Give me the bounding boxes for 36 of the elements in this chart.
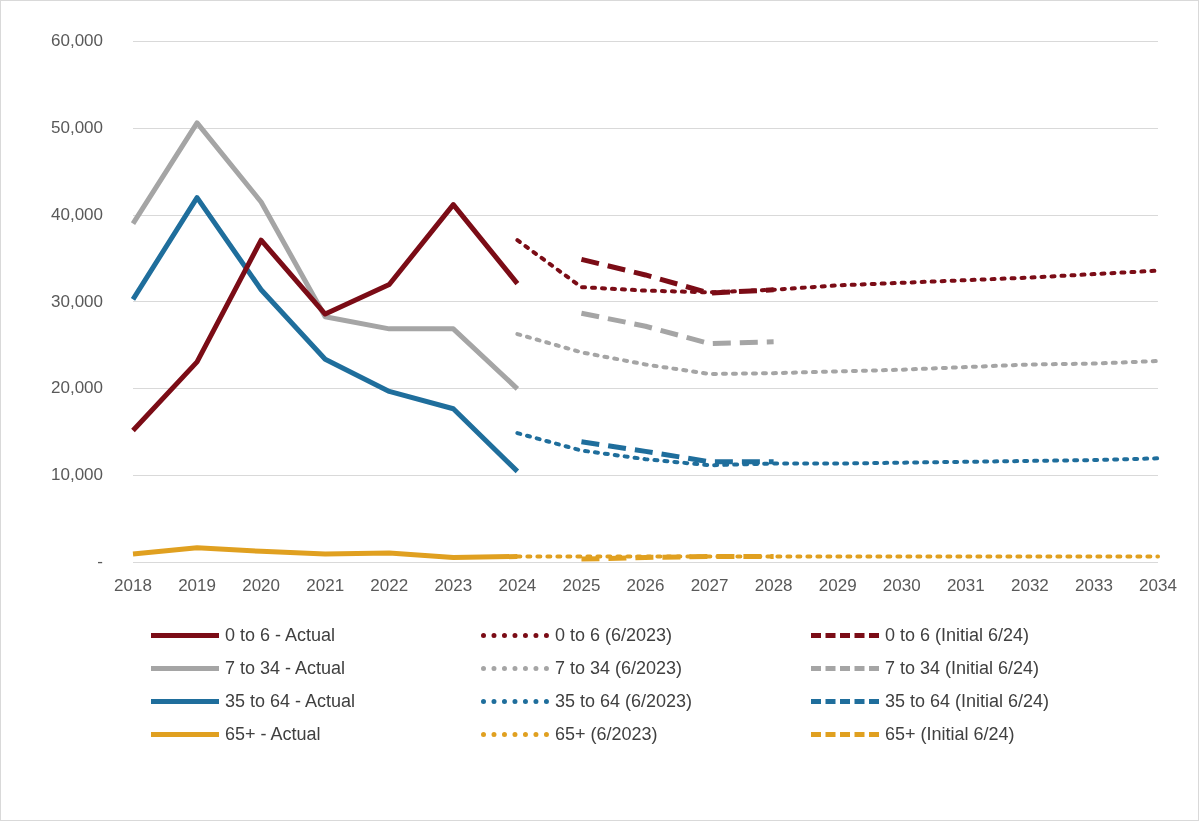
legend-label: 7 to 34 (6/2023) bbox=[555, 658, 683, 679]
x-tick-label: 2034 bbox=[1139, 576, 1177, 596]
legend-label: 0 to 6 (6/2023) bbox=[555, 625, 673, 646]
x-tick-label: 2026 bbox=[626, 576, 665, 596]
legend-label: 7 to 34 (Initial 6/24) bbox=[885, 658, 1040, 679]
y-tick-label: 40,000 bbox=[51, 204, 103, 224]
x-tick-label: 2029 bbox=[818, 576, 857, 596]
legend-label: 0 to 6 - Actual bbox=[225, 625, 336, 646]
x-tick-label: 2018 bbox=[114, 576, 152, 596]
legend-label: 35 to 64 (Initial 6/24) bbox=[885, 691, 1050, 712]
x-tick-label: 2028 bbox=[754, 576, 793, 596]
legend-label: 65+ (6/2023) bbox=[555, 724, 658, 745]
y-tick-label: 20,000 bbox=[51, 378, 103, 398]
x-tick-label: 2033 bbox=[1075, 576, 1113, 596]
x-tick-label: 2022 bbox=[370, 576, 409, 596]
x-tick-label: 2030 bbox=[882, 576, 921, 596]
x-tick-label: 2025 bbox=[562, 576, 601, 596]
y-tick-label: 10,000 bbox=[51, 465, 103, 485]
legend-label: 35 to 64 (6/2023) bbox=[555, 691, 693, 712]
x-tick-label: 2031 bbox=[946, 576, 985, 596]
x-tick-label: 2023 bbox=[434, 576, 473, 596]
y-tick-label: 30,000 bbox=[51, 291, 103, 311]
x-tick-label: 2020 bbox=[242, 576, 281, 596]
legend-label: 7 to 34 - Actual bbox=[225, 658, 346, 679]
x-tick-label: 2019 bbox=[178, 576, 216, 596]
x-tick-label: 2032 bbox=[1010, 576, 1049, 596]
legend-label: 35 to 64 - Actual bbox=[225, 691, 356, 712]
x-tick-label: 2027 bbox=[690, 576, 729, 596]
legend-label: 65+ - Actual bbox=[225, 724, 321, 745]
legend-label: 65+ (Initial 6/24) bbox=[885, 724, 1015, 745]
y-tick-label: 50,000 bbox=[51, 117, 103, 137]
legend-label: 0 to 6 (Initial 6/24) bbox=[885, 625, 1030, 646]
x-tick-label: 2024 bbox=[498, 576, 537, 596]
y-tick-label: - bbox=[97, 552, 103, 572]
x-tick-label: 2021 bbox=[306, 576, 345, 596]
y-tick-label: 60,000 bbox=[51, 30, 103, 50]
